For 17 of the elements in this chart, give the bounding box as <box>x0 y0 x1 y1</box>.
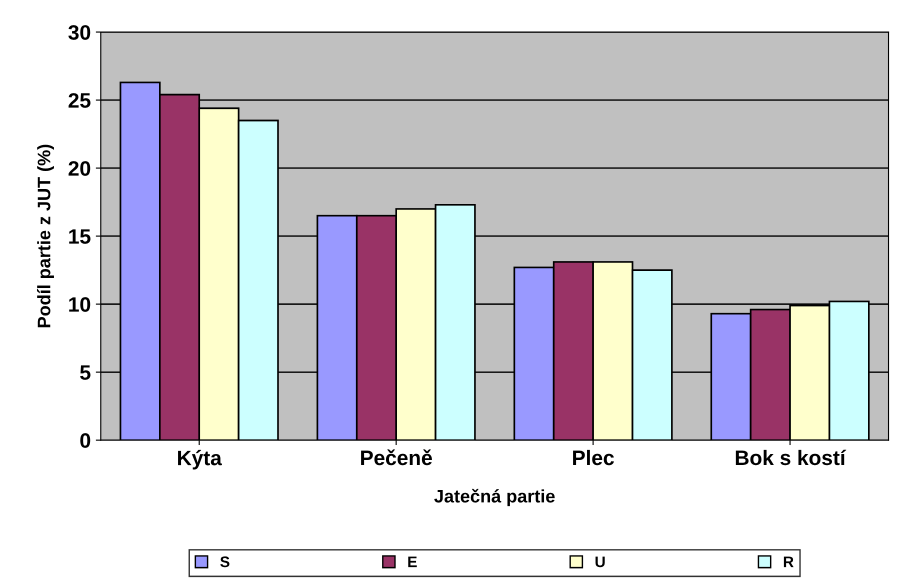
x-tick-label: Plec <box>573 450 614 466</box>
y-tick-label: 10 <box>69 297 90 312</box>
x-axis-title: Jatečná partie <box>434 488 555 506</box>
x-tick-label: Kýta <box>178 450 222 470</box>
y-tick-label: 30 <box>68 25 90 40</box>
y-axis-title: Podíl partie z JUT (%) <box>36 144 54 328</box>
y-tick-label: 25 <box>68 93 90 108</box>
y-tick-label: 5 <box>80 365 90 380</box>
x-tick-label: Pečeně <box>361 449 432 466</box>
y-tick-label: 0 <box>80 433 90 448</box>
y-tick-label: 20 <box>68 161 90 176</box>
legend-label: U <box>596 556 605 568</box>
legend-label: E <box>408 556 417 568</box>
x-tick-label: Bok s kostí <box>736 450 846 466</box>
legend-label: R <box>784 556 794 568</box>
y-tick-label: 15 <box>69 229 90 244</box>
legend-label: S <box>220 556 230 568</box>
